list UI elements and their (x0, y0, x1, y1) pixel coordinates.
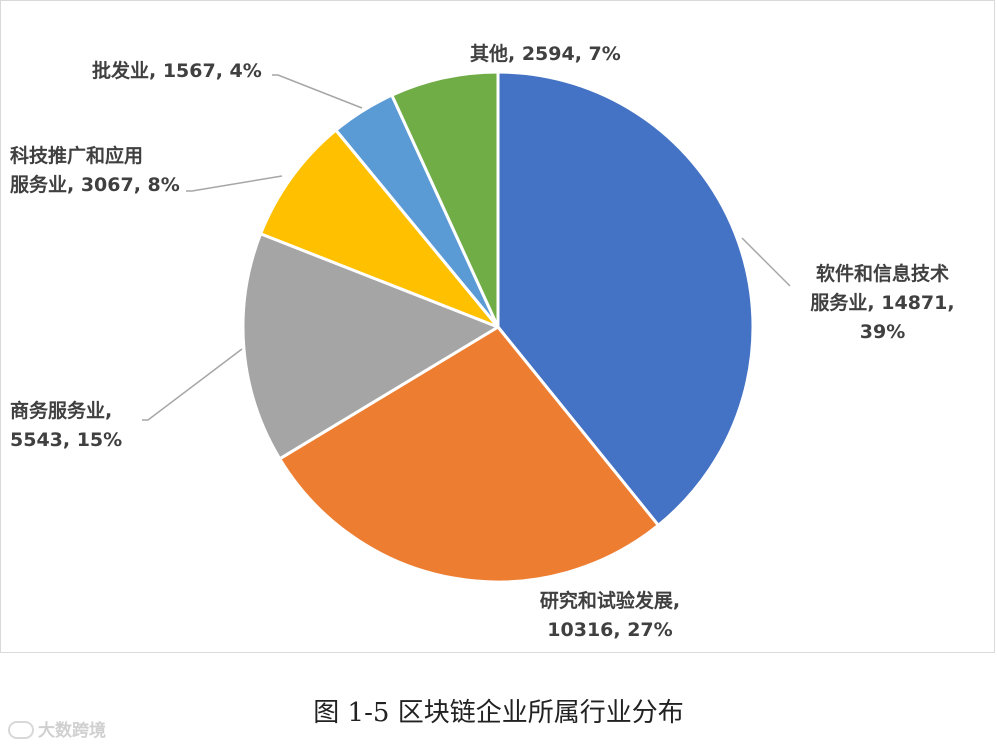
slice-label-line: 科技推广和应用 (10, 145, 144, 167)
leader-lines (142, 74, 791, 421)
pie-slice-3 (241, 232, 500, 461)
slice-label-4: 科技推广和应用服务业, 3067, 8% (10, 142, 200, 200)
watermark-text: 大数跨境 (38, 721, 106, 741)
chart-frame (0, 0, 995, 653)
slice-label-line: 服务业, 14871, (810, 292, 955, 314)
leader-line-5 (272, 74, 363, 109)
figure-caption: 图 1-5 区块链企业所属行业分布 (313, 698, 684, 728)
slice-label-3: 商务服务业, 5543, 15% (10, 397, 170, 455)
slice-label-1: 软件和信息技术 服务业, 14871, 39% (795, 260, 970, 347)
leader-line-3 (142, 348, 243, 421)
slice-label-5: 批发业, 1567, 4% (92, 57, 282, 86)
pie-chart (142, 70, 791, 584)
pie-slices (241, 70, 755, 584)
slice-label-line: 10316, 27% (547, 619, 673, 641)
slice-label-line: 研究和试验发展, (539, 590, 681, 612)
slice-label-line: 39% (859, 321, 906, 343)
slice-label-line: 其他, 2594, 7% (470, 43, 621, 65)
watermark-logo-icon (8, 721, 34, 739)
slice-label-line: 软件和信息技术 (815, 263, 949, 285)
pie-slice-1 (496, 70, 755, 527)
pie-slice-4 (259, 128, 500, 329)
watermark: 大数跨境 (8, 716, 106, 741)
slice-label-line: 服务业, 3067, 8% (10, 174, 180, 196)
pie-slice-6 (390, 70, 500, 329)
slice-label-line: 商务服务业, (10, 400, 113, 422)
leader-line-4 (186, 175, 283, 192)
leader-line-1 (741, 237, 791, 287)
slice-label-line: 批发业, 1567, 4% (92, 60, 262, 82)
slice-label-2: 研究和试验发展, 10316, 27% (505, 587, 715, 645)
slice-label-6: 其他, 2594, 7% (470, 40, 640, 69)
slice-label-line: 5543, 15% (10, 429, 123, 451)
pie-slice-2 (278, 325, 660, 584)
